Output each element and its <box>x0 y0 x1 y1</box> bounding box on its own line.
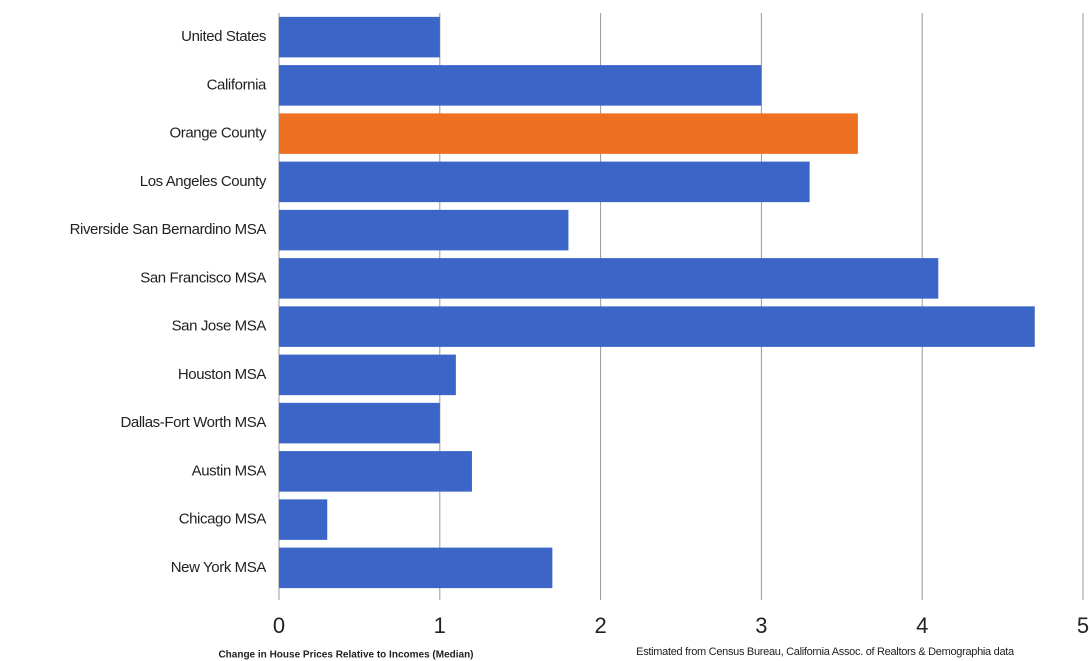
bar <box>279 547 553 589</box>
category-label: New York MSA <box>171 559 267 576</box>
x-tick-label: 2 <box>594 613 606 638</box>
category-label: San Jose MSA <box>172 318 267 335</box>
bar <box>279 306 1035 347</box>
bar <box>279 258 939 299</box>
category-label: Chicago MSA <box>179 511 267 528</box>
bar <box>279 16 440 58</box>
bar <box>279 209 569 251</box>
bar <box>279 65 762 106</box>
source-note: Estimated from Census Bureau, California… <box>636 646 1015 658</box>
bar <box>279 499 328 540</box>
bar <box>279 451 472 492</box>
x-tick-label: 0 <box>273 613 285 638</box>
category-label: Los Angeles County <box>140 173 267 190</box>
bar <box>279 402 440 444</box>
bar <box>279 161 810 203</box>
x-tick-label: 4 <box>916 613 928 638</box>
x-axis-title: Change in House Prices Relative to Incom… <box>218 650 473 661</box>
category-label: California <box>207 76 267 93</box>
x-tick-label: 5 <box>1077 613 1089 638</box>
x-tick-label: 3 <box>755 613 767 638</box>
category-label: Orange County <box>169 125 266 142</box>
category-label: Austin MSA <box>192 462 267 479</box>
bar <box>279 113 858 154</box>
bar <box>279 354 456 396</box>
category-label: Riverside San Bernardino MSA <box>70 221 267 238</box>
x-tick-label: 1 <box>434 613 446 638</box>
category-label: Dallas-Fort Worth MSA <box>120 414 266 431</box>
category-label: San Francisco MSA <box>140 269 266 286</box>
category-label: Houston MSA <box>178 366 267 383</box>
category-label: United States <box>181 28 266 45</box>
